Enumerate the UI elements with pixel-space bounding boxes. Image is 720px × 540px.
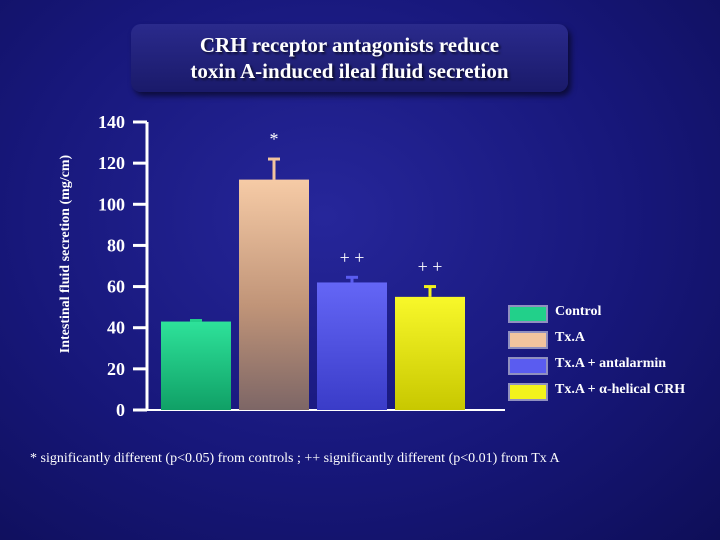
bar — [161, 321, 231, 410]
bar — [317, 282, 387, 410]
legend-label: Tx.A — [555, 330, 585, 345]
y-tick-label: 100 — [98, 194, 125, 214]
legend-label: Tx.A + antalarmin — [555, 356, 667, 371]
y-tick-label: 80 — [107, 235, 125, 255]
legend-swatch — [508, 305, 548, 323]
bar — [395, 296, 465, 410]
y-tick-label: 20 — [107, 359, 125, 379]
y-tick-label: 60 — [107, 277, 125, 297]
significance-marker: + + — [340, 247, 365, 267]
footnote: * significantly different (p<0.05) from … — [30, 451, 560, 466]
significance-marker: + + — [418, 257, 443, 277]
chart-title-line-2: toxin A-induced ileal fluid secretion — [190, 59, 509, 83]
legend-swatch — [508, 383, 548, 401]
chart-title: CRH receptor antagonists reduce toxin A-… — [131, 24, 568, 92]
significance-marker: * — [270, 129, 279, 149]
y-tick-label: 140 — [98, 112, 125, 132]
legend-label: Control — [555, 304, 602, 319]
chart-title-line-1: CRH receptor antagonists reduce — [199, 33, 500, 57]
bar — [239, 179, 309, 410]
y-tick-label: 40 — [107, 318, 125, 338]
legend-label: Tx.A + α-helical CRH — [555, 382, 686, 397]
legend-swatch — [508, 331, 548, 349]
legend-swatch — [508, 357, 548, 375]
y-tick-label: 120 — [98, 153, 125, 173]
y-tick-label: 0 — [116, 400, 125, 420]
